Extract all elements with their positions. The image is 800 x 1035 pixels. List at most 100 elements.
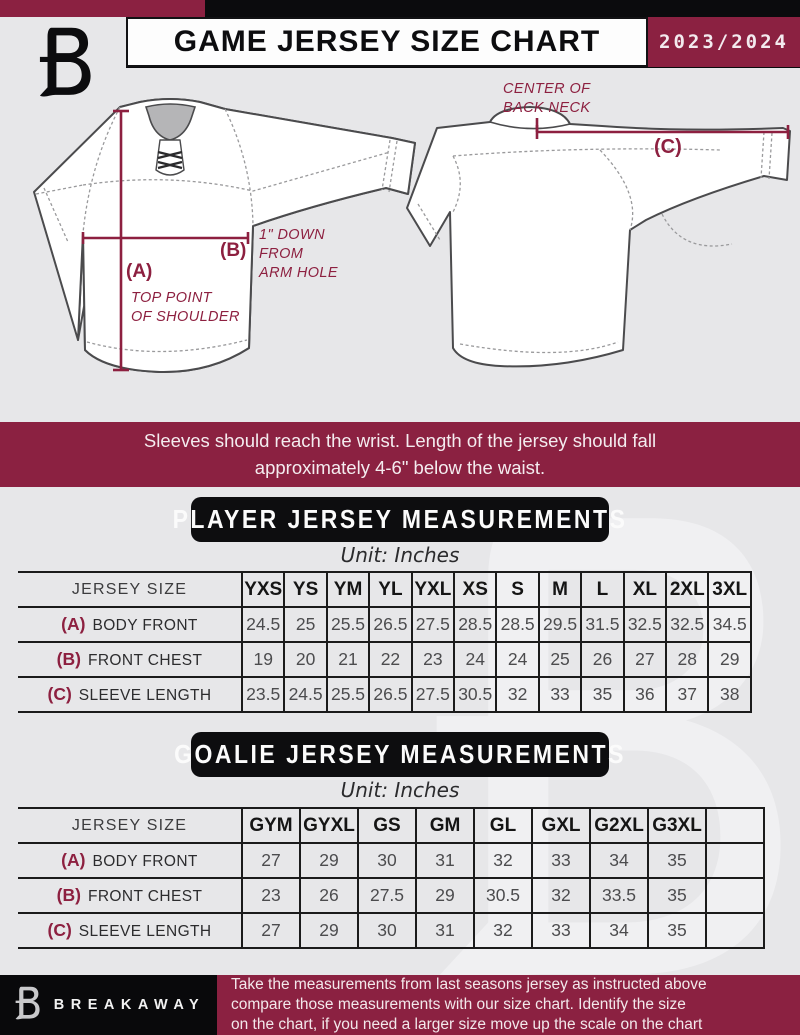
sizes-table: JERSEY SIZE YXS YS YM YL YXL XS S M L XL 2XL 3XL (A) B… [18,571,752,713]
measurement-cell: 34 [589,843,648,878]
size-column-header: L [580,572,624,607]
row-name: BODY FRONT [92,617,198,634]
measurement-cell: 23.5 [240,677,285,712]
measurement-cell: 23 [410,642,455,677]
size-column-header: GYM [241,808,300,843]
size-column-header: GM [415,808,474,843]
measure-label-a: (A) [126,261,153,282]
measurement-cell: 38 [707,677,752,712]
goalie-section-title-band: GOALIE JERSEY MEASUREMENTS [174,732,623,777]
size-header-row: JERSEY SIZE YXS YS YM YL YXL XS S M L XL 2XL 3XL [18,572,752,607]
size-column-header: G3XL [647,808,706,843]
measure-note-b: 1" DOWN FROM ARM HOLE [259,227,338,281]
measurement-cell: 35 [580,677,624,712]
measurement-cell: 29.5 [537,607,582,642]
front-laces [157,150,183,170]
page-title: GAME JERSEY SIZE CHART [173,25,601,58]
measurement-cell: 28.5 [495,607,539,642]
size-column-header: 3XL [707,572,752,607]
back-seams [417,131,773,354]
measurement-cell: 30.5 [473,878,532,913]
size-column-header: YL [368,572,412,607]
measurement-cell: 35 [647,878,706,913]
back-jersey-outline [406,106,791,368]
measurement-cell: 29 [415,878,474,913]
measurement-cell: 27 [622,642,667,677]
measurement-cell: 32.5 [622,607,667,642]
row-key: (B) [56,649,81,669]
measurement-cell: 24.5 [283,677,327,712]
row-key: (C) [47,920,72,940]
measure-label-b: (B) [220,240,247,261]
back-neck-note: CENTER OF BACK NECK [503,81,591,116]
measurement-cell: 29 [299,843,358,878]
row-key: (B) [56,885,81,905]
goalie-measurements-table: JERSEY SIZE GYM GYXL GS GM GL GXL G2XL G3XL (A) BO… [18,807,765,949]
goalie-unit-label: Unit: Inches [340,778,460,802]
measurement-cell: 35 [647,843,706,878]
measurement-cell: 27 [241,913,300,948]
row-key: (A) [61,850,86,870]
measure-label-c: (C) [654,136,682,158]
row-label: (A) BODY FRONT [18,607,242,642]
empty-column-header [705,808,765,843]
measurement-cell: 24 [495,642,539,677]
size-column-header: YM [325,572,370,607]
size-column-header: XL [622,572,667,607]
measurement-cell: 27.5 [410,607,455,642]
measurement-cell: 31 [415,913,474,948]
measurement-cell: 32 [495,677,539,712]
size-column-header: G2XL [589,808,648,843]
measurement-cell: 28.5 [453,607,497,642]
measurement-cell: 36 [622,677,667,712]
row-label: (C) SLEEVE LENGTH [18,677,242,712]
measurement-cell: 33 [531,913,590,948]
breakaway-b-logo [24,24,104,100]
brand-name: BREAKAWAY [53,997,206,1013]
size-column-header: YXL [410,572,455,607]
measurement-cell: 31 [415,843,474,878]
size-column-header: S [495,572,539,607]
season-badge: 2023/2024 [648,17,800,67]
row-key: (C) [47,684,72,704]
season-label: 2023/2024 [659,31,789,53]
row-label: (B) FRONT CHEST [18,642,242,677]
player-section-title-band: PLAYER JERSEY MEASUREMENTS [173,497,625,542]
front-seams [35,106,398,353]
row-key: (A) [61,614,86,634]
footer-note: Take the measurements from last seasons … [231,975,707,1034]
front-collar [144,103,197,141]
measurement-cell: 26 [580,642,624,677]
measurement-row: (B) FRONT CHEST 19 20 21 22 23 24 24 25 26 27 28 29 [18,642,752,677]
size-column-header: 2XL [665,572,709,607]
row-name: SLEEVE LENGTH [78,687,212,704]
measurement-cell: 33 [531,843,590,878]
measurement-cell: 25.5 [325,607,370,642]
size-header-row: JERSEY SIZE GYM GYXL GS GM GL GXL G2XL G3XL [18,808,765,843]
measurement-cell: 23 [241,878,300,913]
jersey-size-header: JERSEY SIZE [71,816,188,834]
measurement-cell: 31.5 [580,607,624,642]
measure-line-back [535,118,790,139]
player-measurements-table: JERSEY SIZE YXS YS YM YL YXL XS S M L XL 2XL 3XL (A) B… [18,571,752,713]
size-column-header: YXS [240,572,285,607]
instruction-text: Sleeves should reach the wrist. Length o… [143,429,657,478]
player-section-title: PLAYER JERSEY MEASUREMENTS [172,504,628,534]
measurement-row: (C) SLEEVE LENGTH 27 29 30 31 32 33 34 35 [18,913,765,948]
row-name: FRONT CHEST [87,888,203,905]
measurement-cell: 28 [665,642,709,677]
measure-lines-front [81,109,250,372]
row-label: (B) FRONT CHEST [18,878,242,913]
back-jersey-drawing [406,106,791,368]
measurement-cell: 32 [473,843,532,878]
measurement-cell: 25 [537,642,582,677]
measurement-cell: 33 [537,677,582,712]
measurement-row: (A) BODY FRONT 27 29 30 31 32 33 34 35 [18,843,765,878]
measurement-cell: 34.5 [707,607,752,642]
measurement-cell: 30 [357,843,416,878]
size-column-header: GL [473,808,532,843]
measurement-cell: 29 [299,913,358,948]
front-jersey-outline [33,98,416,374]
row-name: BODY FRONT [92,853,198,870]
